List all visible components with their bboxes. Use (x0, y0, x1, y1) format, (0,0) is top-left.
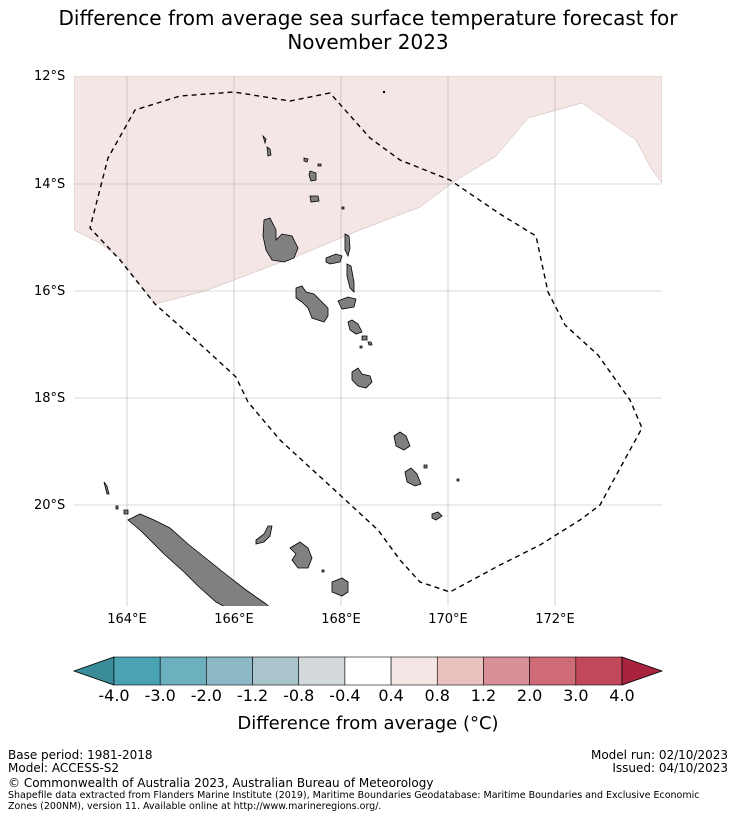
eez-boundary (89, 91, 643, 593)
colorbar-tick-label: -3.0 (144, 686, 176, 705)
colorbar-tick-label: 3.0 (563, 686, 589, 705)
model-run: Model run: 02/10/2023 (590, 748, 728, 762)
colorbar-segment (529, 656, 577, 686)
forecast-map (74, 76, 662, 606)
colorbar-segment (436, 656, 484, 686)
lat-label-20s: 20°S (34, 498, 66, 513)
colorbar-segment (298, 656, 346, 686)
colorbar-tick-label: -1.2 (236, 686, 269, 705)
base-period: Base period: 1981-2018 (8, 748, 153, 762)
colorbar-segment (390, 656, 438, 686)
copyright: © Commonwealth of Australia 2023, Austra… (8, 776, 434, 790)
colorbar-tick-label: 0.4 (378, 686, 404, 705)
colorbar-segment (252, 656, 300, 686)
colorbar-tick-label: 2.0 (516, 686, 543, 705)
land-vanuatu (262, 134, 460, 521)
colorbar-tick-label: -2.0 (190, 686, 222, 705)
model-name: Model: ACCESS-S2 (8, 761, 120, 775)
title-line-1: Difference from average sea surface temp… (58, 6, 678, 30)
lat-label-16s: 16°S (34, 284, 66, 299)
colorbar-tick-label: 4.0 (609, 686, 635, 705)
lon-label-166e: 166°E (214, 612, 254, 627)
colorbar-segment (483, 656, 530, 686)
colorbar-extend-high (621, 656, 664, 686)
colorbar-segment (206, 656, 253, 686)
title-line-2: November 2023 (287, 30, 449, 54)
colorbar-tick-label: -4.0 (98, 686, 130, 705)
colorbar-tick-label: -0.4 (329, 686, 361, 705)
lat-label-12s: 12°S (34, 69, 66, 84)
gridlines (74, 76, 662, 606)
lat-label-18s: 18°S (34, 391, 66, 406)
lat-label-14s: 14°S (34, 177, 66, 192)
colorbar-extend-low (72, 656, 115, 686)
land-new-caledonia (103, 481, 349, 606)
colorbar-title: Difference from average (°C) (237, 713, 499, 734)
colorbar-segment (575, 656, 623, 686)
map-title: Difference from average sea surface temp… (0, 6, 736, 54)
lon-label-172e: 172°E (535, 612, 575, 627)
lon-label-170e: 170°E (428, 612, 468, 627)
colorbar (72, 656, 664, 686)
lon-label-168e: 168°E (321, 612, 361, 627)
warm-anomaly-area (74, 76, 662, 305)
colorbar-tick-label: 0.8 (424, 686, 450, 705)
colorbar-tick-label: 1.2 (470, 686, 497, 705)
colorbar-tick-label: -0.8 (283, 686, 315, 705)
issued-date: Issued: 04/10/2023 (612, 761, 728, 775)
shapefile-note: Shapefile data extracted from Flanders M… (8, 790, 700, 812)
colorbar-segment (113, 656, 161, 686)
lon-label-164e: 164°E (107, 612, 147, 627)
colorbar-segment (344, 656, 392, 686)
colorbar-segment (159, 656, 207, 686)
